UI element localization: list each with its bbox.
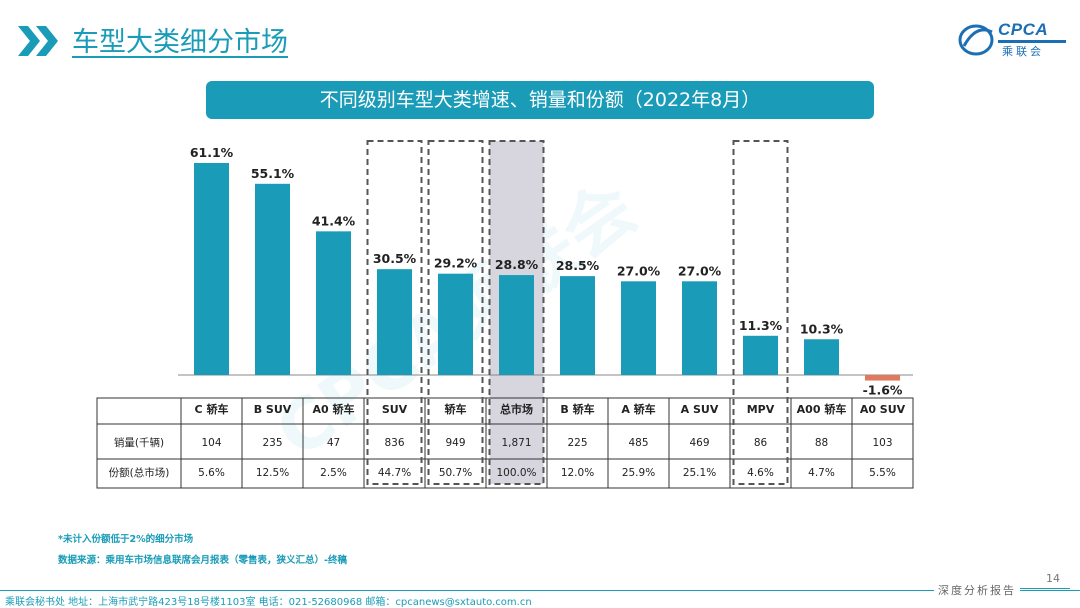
bar-2 — [316, 231, 351, 375]
logo-subtitle: 乘联会 — [1002, 45, 1044, 58]
highlight-box-3 — [366, 140, 423, 485]
x-tick-label-10: A00 轿车 — [797, 402, 847, 416]
bar-value-label-10: 10.3% — [800, 321, 844, 336]
x-tick-label-11: A0 SUV — [860, 403, 906, 416]
bar-value-label-5: 28.8% — [495, 257, 539, 272]
table-cell-1-7: 25.9% — [622, 467, 655, 479]
bar-11 — [865, 375, 900, 381]
table-cell-0-11: 103 — [872, 437, 892, 449]
table-cell-1-9: 4.6% — [747, 467, 774, 479]
table-cell-0-1: 235 — [262, 437, 282, 449]
bar-value-label-6: 28.5% — [556, 258, 600, 273]
highlight-box-5 — [488, 140, 545, 485]
chart-title-banner: 不同级别车型大类增速、销量和份额（2022年8月） — [206, 81, 874, 119]
table-cell-1-4: 50.7% — [439, 467, 472, 479]
bar-8 — [682, 281, 717, 375]
bar-value-label-1: 55.1% — [251, 166, 295, 181]
note-threshold: *未计入份额低于2%的细分市场 — [58, 534, 194, 545]
x-tick-label-2: A0 轿车 — [313, 402, 355, 416]
page-number: 14 — [1046, 572, 1060, 585]
x-tick-label-3: SUV — [382, 403, 408, 416]
table-cell-1-10: 4.7% — [808, 467, 835, 479]
footer-divider — [0, 590, 1080, 591]
page-title: 车型大类细分市场 — [72, 27, 288, 58]
table-cell-0-3: 836 — [384, 437, 404, 449]
bar-value-label-2: 41.4% — [312, 213, 356, 228]
bar-9 — [743, 335, 778, 375]
bar-6 — [560, 276, 595, 375]
bar-10 — [804, 339, 839, 375]
table-cell-0-4: 949 — [445, 437, 465, 449]
x-tick-label-7: A 轿车 — [621, 402, 655, 416]
bar-3 — [377, 269, 412, 375]
footer-decoration — [1010, 588, 1070, 589]
chevron-icon — [18, 26, 58, 56]
table-row-label-0: 销量(千辆) — [114, 436, 164, 449]
bar-7 — [621, 281, 656, 375]
x-tick-label-0: C 轿车 — [195, 402, 229, 416]
logo-text: CPCA — [998, 20, 1049, 39]
bar-0 — [194, 162, 229, 375]
bar-value-label-8: 27.0% — [678, 263, 722, 278]
bar-value-label-9: 11.3% — [739, 318, 783, 333]
x-tick-label-4: 轿车 — [445, 402, 467, 416]
x-tick-label-5: 总市场 — [500, 402, 533, 416]
bar-1 — [255, 183, 290, 375]
bar-value-label-11: -1.6% — [863, 383, 903, 398]
table-cell-1-11: 5.5% — [869, 467, 896, 479]
table-cell-0-7: 485 — [628, 437, 648, 449]
table-cell-0-0: 104 — [201, 437, 221, 449]
table-cell-0-9: 86 — [754, 437, 768, 449]
x-tick-label-1: B SUV — [254, 403, 292, 416]
cpca-logo-icon — [958, 24, 1066, 56]
table-cell-0-5: 1,871 — [501, 437, 531, 449]
bar-5 — [499, 275, 534, 375]
bar-value-label-7: 27.0% — [617, 263, 661, 278]
table-cell-1-6: 12.0% — [561, 467, 594, 479]
table-cell-0-10: 88 — [815, 437, 828, 449]
table-cell-1-3: 44.7% — [378, 467, 411, 479]
bar-value-label-3: 30.5% — [373, 251, 417, 266]
table-cell-1-8: 25.1% — [683, 467, 716, 479]
x-tick-label-6: B 轿车 — [560, 402, 594, 416]
table-cell-0-6: 225 — [567, 437, 587, 449]
x-tick-label-9: MPV — [747, 403, 775, 416]
highlight-box-4 — [427, 140, 484, 485]
table-cell-1-1: 12.5% — [256, 467, 289, 479]
table-cell-0-2: 47 — [327, 437, 340, 449]
report-tag: 深度分析报告 — [934, 582, 1020, 598]
note-source: 数据来源：乘用车市场信息联席会月报表（零售表，狭义汇总）-终稿 — [58, 555, 347, 566]
table-cell-1-2: 2.5% — [320, 467, 347, 479]
bar-4 — [438, 273, 473, 375]
bar-value-label-4: 29.2% — [434, 256, 478, 271]
bar-value-label-0: 61.1% — [190, 145, 234, 160]
highlight-box-9 — [732, 140, 789, 485]
x-tick-label-8: A SUV — [681, 403, 719, 416]
table-cell-1-5: 100.0% — [496, 467, 536, 479]
footer-contact: 乘联会秘书处 地址：上海市武宁路423号18号楼1103室 电话：021-526… — [5, 597, 532, 608]
table-cell-0-8: 469 — [689, 437, 709, 449]
table-cell-1-0: 5.6% — [198, 467, 225, 479]
table-row-label-1: 份额(总市场) — [109, 466, 170, 479]
